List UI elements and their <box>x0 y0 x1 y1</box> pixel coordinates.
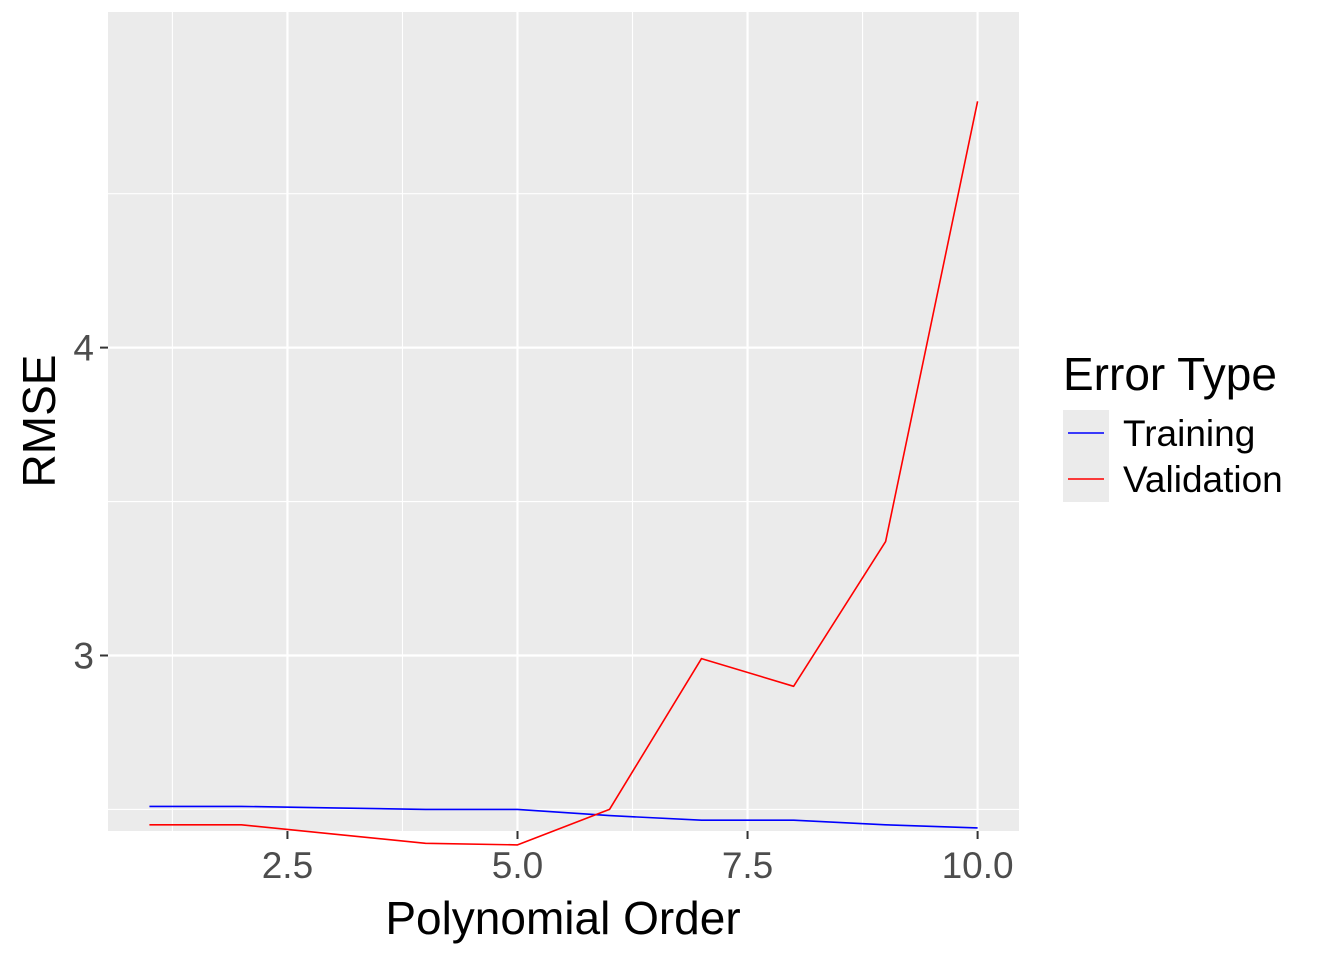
series-line-training <box>149 805 978 829</box>
series-line-validation <box>149 101 979 846</box>
legend-label-validation: Validation <box>1123 459 1283 500</box>
x-tick-label: 5.0 <box>492 845 543 886</box>
legend-title: Error Type <box>1063 348 1277 400</box>
x-tick-label: 7.5 <box>722 845 773 886</box>
plot-panel <box>108 12 1019 831</box>
x-axis-title: Polynomial Order <box>385 892 740 944</box>
x-tick-label: 2.5 <box>262 845 313 886</box>
y-tick-label: 4 <box>73 328 94 369</box>
legend: Error Type Training Validation <box>1063 348 1283 502</box>
y-axis-title: RMSE <box>13 355 65 488</box>
grid-minor <box>108 12 1019 831</box>
x-axis-ticks: 2.5 5.0 7.5 10.0 <box>262 831 1014 886</box>
x-tick-label: 10.0 <box>942 845 1014 886</box>
y-axis-ticks: 34 <box>73 328 108 677</box>
y-tick-label: 3 <box>73 636 94 677</box>
series-layer <box>149 101 979 846</box>
legend-items: Training Validation <box>1063 410 1283 502</box>
legend-label-training: Training <box>1123 413 1255 454</box>
grid-major <box>108 12 1019 831</box>
